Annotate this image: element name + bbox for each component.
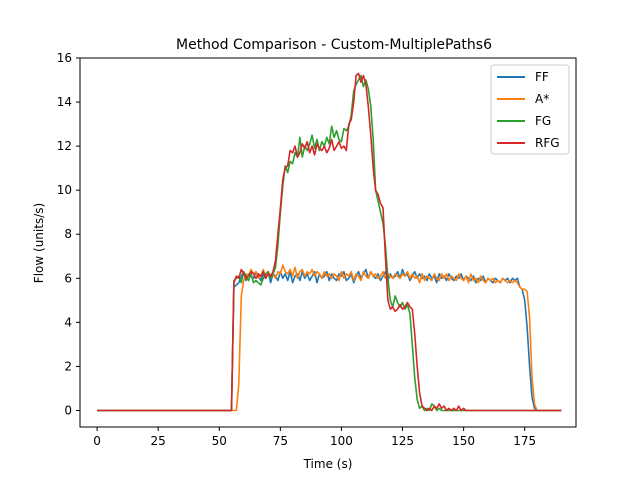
legend-label: FG [535, 114, 551, 128]
x-tick-label: 175 [513, 434, 536, 448]
series-line-1 [97, 264, 562, 412]
plot-area-frame [79, 57, 577, 428]
y-axis-label: Flow (units/s) [32, 203, 46, 283]
series-lines [97, 72, 562, 412]
legend-frame [490, 64, 570, 155]
x-tick-label: 100 [330, 434, 353, 448]
y-tick-label: 10 [57, 183, 72, 197]
legend-label: FF [535, 70, 549, 84]
y-tick-label: 16 [57, 51, 72, 65]
y-tick-label: 8 [64, 227, 72, 241]
y-tick-label: 14 [57, 95, 72, 109]
legend-label: A* [535, 92, 549, 106]
x-tick-label: 75 [273, 434, 288, 448]
legend: FF A* FG RFG [490, 64, 570, 155]
x-axis: 0 25 50 75 100 125 150 175 [93, 427, 536, 448]
series-line-0 [97, 268, 562, 412]
y-tick-label: 2 [64, 359, 72, 373]
y-axis: 0 2 4 6 8 10 12 14 16 [57, 51, 80, 417]
x-tick-label: 0 [93, 434, 101, 448]
y-tick-label: 4 [64, 315, 72, 329]
y-tick-label: 0 [64, 403, 72, 417]
x-tick-label: 150 [452, 434, 475, 448]
x-tick-label: 25 [151, 434, 166, 448]
legend-label: RFG [535, 136, 560, 150]
y-tick-label: 6 [64, 271, 72, 285]
chart-title: Method Comparison - Custom-MultiplePaths… [176, 37, 492, 53]
x-tick-label: 50 [212, 434, 227, 448]
y-tick-label: 12 [57, 139, 72, 153]
series-line-3 [97, 72, 562, 412]
x-tick-label: 125 [391, 434, 414, 448]
x-axis-label: Time (s) [303, 457, 353, 471]
